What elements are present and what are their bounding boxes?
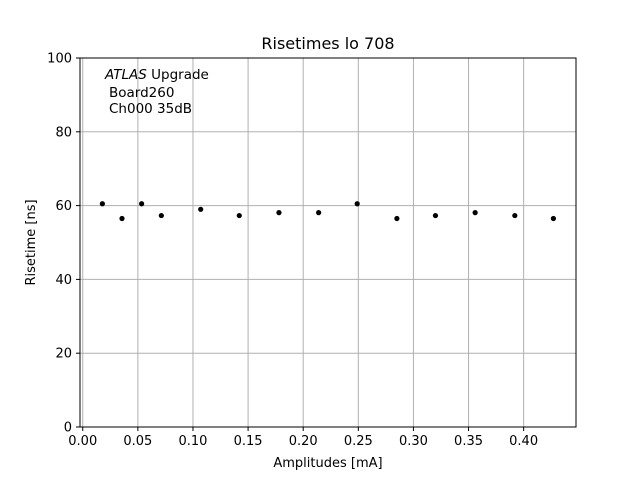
y-tick-label: 60	[55, 199, 72, 214]
data-point	[316, 210, 322, 216]
chart-title: Risetimes lo 708	[261, 34, 394, 53]
x-axis-label: Amplitudes [mA]	[273, 456, 382, 471]
y-tick-label: 80	[55, 125, 72, 140]
data-point	[119, 215, 125, 222]
x-tick-label: 0.10	[179, 434, 208, 449]
data-points	[99, 201, 557, 222]
data-point	[139, 201, 145, 207]
x-tick-label: 0.05	[123, 434, 152, 449]
y-axis-label: Risetime [ns]	[24, 199, 39, 285]
annotation-box: ATLAS Upgrade Board260 Ch000 35dB	[104, 67, 209, 117]
y-tick-label: 100	[47, 52, 72, 67]
annotation-line-2: Board260	[109, 85, 174, 101]
annotation-atlas: ATLAS	[104, 67, 147, 83]
y-tick-label: 20	[55, 347, 72, 362]
x-tick-label: 0.30	[399, 434, 428, 449]
x-tick-label: 0.15	[234, 434, 263, 449]
data-point	[158, 212, 164, 219]
data-point	[394, 215, 400, 222]
x-tick-label: 0.25	[344, 434, 373, 449]
data-point	[432, 212, 439, 219]
data-point	[512, 212, 518, 219]
y-tick-label: 40	[55, 273, 72, 288]
annotation-line-3: Ch000 35dB	[109, 101, 192, 117]
y-axis-ticks: 0 20 40 60 80 100	[47, 52, 80, 436]
data-point	[550, 215, 557, 222]
plot-frame	[79, 57, 577, 428]
x-axis-ticks: 0.00 0.05 0.10 0.15 0.20 0.25 0.30 0.35 0.40	[68, 427, 538, 449]
annotation-line-1: ATLAS Upgrade	[104, 67, 209, 83]
data-point	[99, 201, 105, 207]
x-tick-label: 0.20	[289, 434, 318, 449]
data-point	[472, 210, 478, 216]
data-point	[276, 210, 282, 216]
annotation-upgrade: Upgrade	[147, 67, 209, 83]
x-tick-label: 0.35	[454, 434, 483, 449]
data-point	[354, 201, 360, 207]
x-tick-label: 0.00	[68, 434, 97, 449]
x-tick-label: 0.40	[509, 434, 538, 449]
data-point	[236, 212, 242, 219]
y-tick-label: 0	[64, 421, 72, 436]
grid-lines	[80, 57, 576, 428]
data-point	[198, 206, 204, 212]
